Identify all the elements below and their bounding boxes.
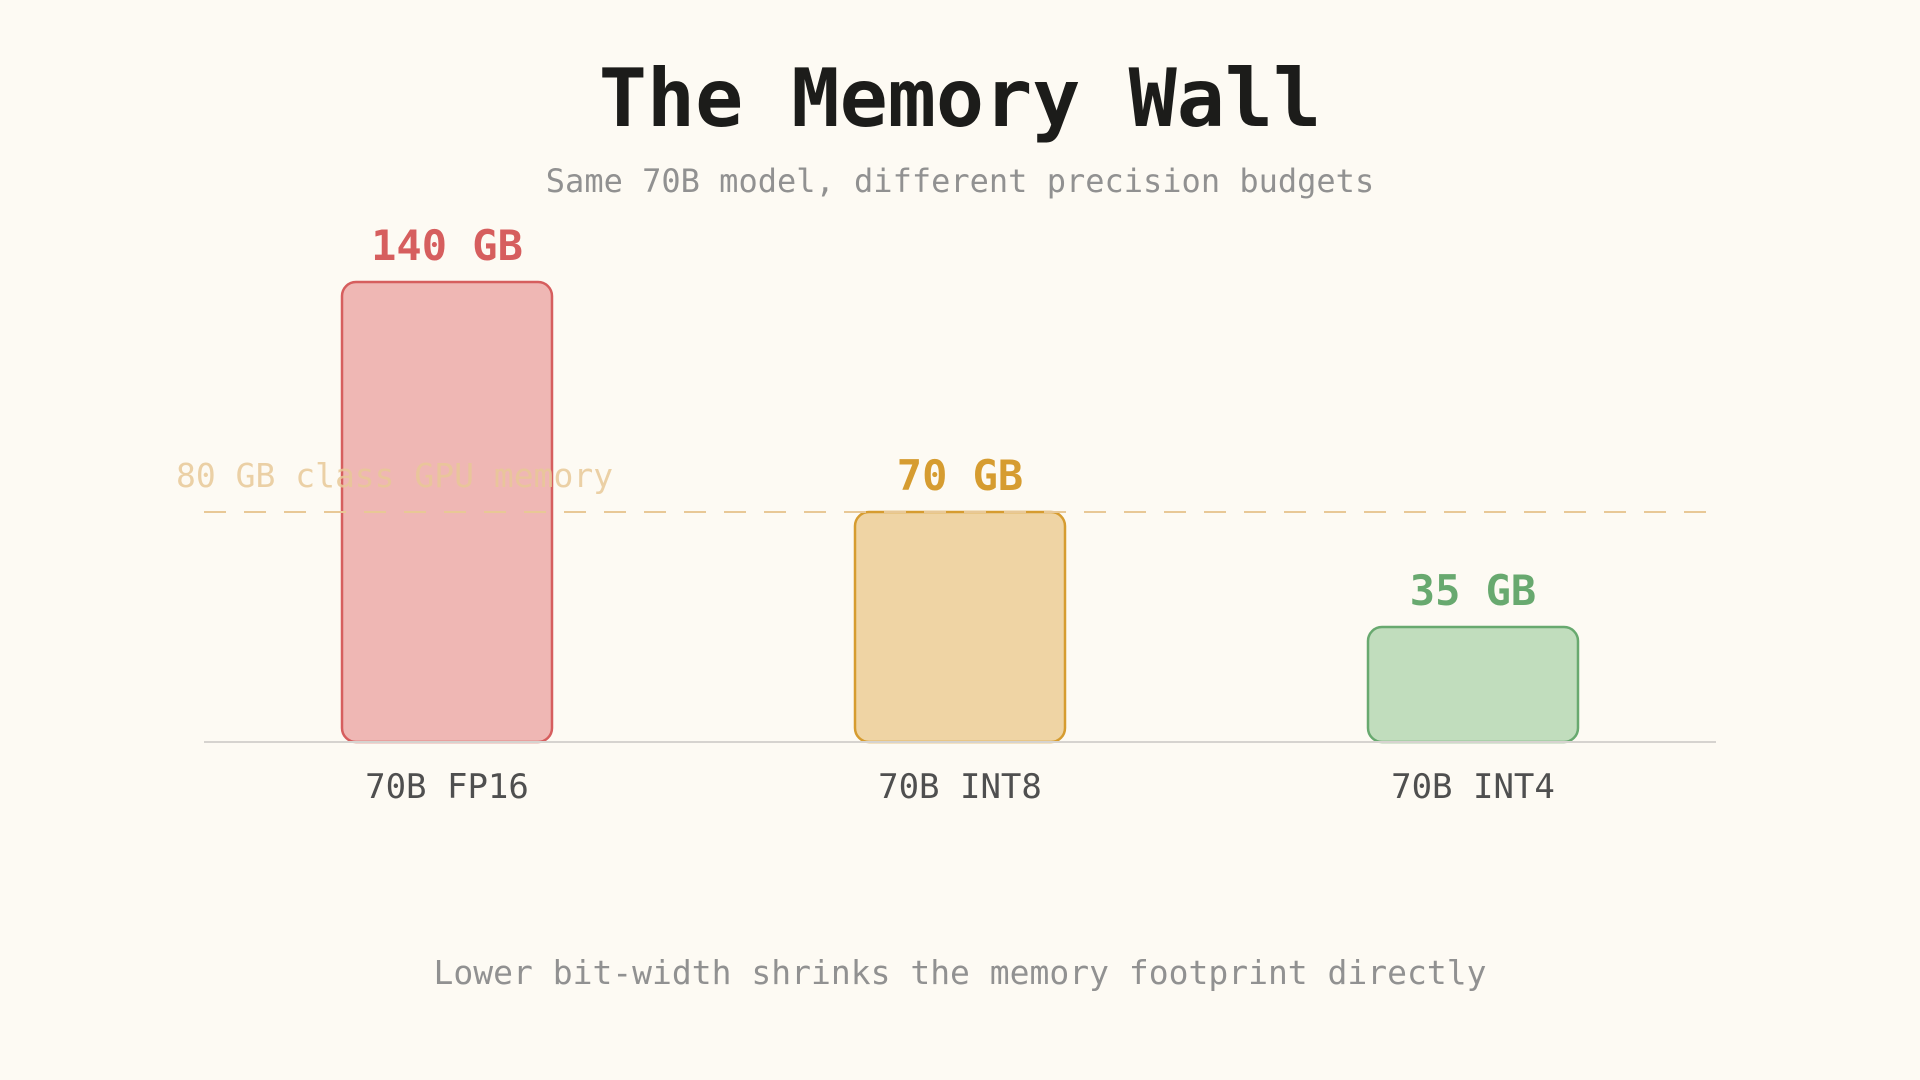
bar-value-label: 35 GB <box>1410 566 1536 615</box>
chart-subtitle: Same 70B model, different precision budg… <box>546 162 1374 200</box>
chart-title: The Memory Wall <box>599 52 1321 145</box>
category-label: 70B FP16 <box>365 767 529 807</box>
category-label: 70B INT8 <box>878 767 1042 807</box>
chart-footnote: Lower bit-width shrinks the memory footp… <box>434 953 1487 992</box>
bar-70b-int8 <box>853 510 1067 744</box>
labels-layer: 140 GB 70B FP16 70 GB 70B INT8 35 GB 70B INT4 <box>365 221 1555 807</box>
category-label: 70B INT4 <box>1391 767 1555 807</box>
bar-value-label: 140 GB <box>371 221 523 270</box>
bar-value-label: 70 GB <box>897 451 1023 500</box>
reference-line-label: 80 GB class GPU memory <box>176 456 613 495</box>
bar-70b-int4 <box>1366 625 1580 744</box>
